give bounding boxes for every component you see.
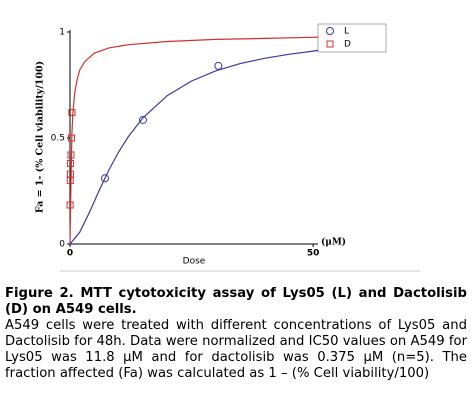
fit-curve bbox=[69, 36, 319, 245]
caption-text: A549 cells were treated with different c… bbox=[5, 318, 467, 381]
x-axis-label: Dose bbox=[183, 257, 206, 267]
x-tick-label: 50 bbox=[307, 249, 320, 259]
legend-marker bbox=[326, 27, 334, 35]
fit-curve bbox=[69, 49, 319, 245]
point bbox=[66, 201, 74, 209]
legend-marker bbox=[326, 40, 334, 48]
y-tick-label: 0 bbox=[59, 240, 65, 250]
chart: Fa = 1- (% Cell viability/100) Dose (μM)… bbox=[35, 23, 420, 272]
y-axis-label: Fa = 1- (% Cell viability/100) bbox=[35, 61, 46, 213]
caption-title: Figure 2. MTT cytotoxicity assay of Lys0… bbox=[5, 286, 467, 317]
y-tick-label: 0.5 bbox=[51, 134, 65, 144]
legend-label: L bbox=[344, 27, 349, 37]
point bbox=[67, 151, 75, 159]
x-unit: (μM) bbox=[321, 237, 346, 248]
point bbox=[68, 109, 76, 117]
point bbox=[67, 134, 75, 142]
point bbox=[66, 170, 74, 178]
point bbox=[138, 115, 147, 124]
caption: Figure 2. MTT cytotoxicity assay of Lys0… bbox=[5, 286, 467, 382]
point bbox=[101, 174, 110, 183]
x-tick-label: 0 bbox=[67, 249, 73, 259]
point bbox=[214, 61, 223, 70]
legend-label: D bbox=[344, 40, 351, 50]
point bbox=[67, 159, 75, 167]
y-tick-label: 1 bbox=[59, 28, 65, 38]
